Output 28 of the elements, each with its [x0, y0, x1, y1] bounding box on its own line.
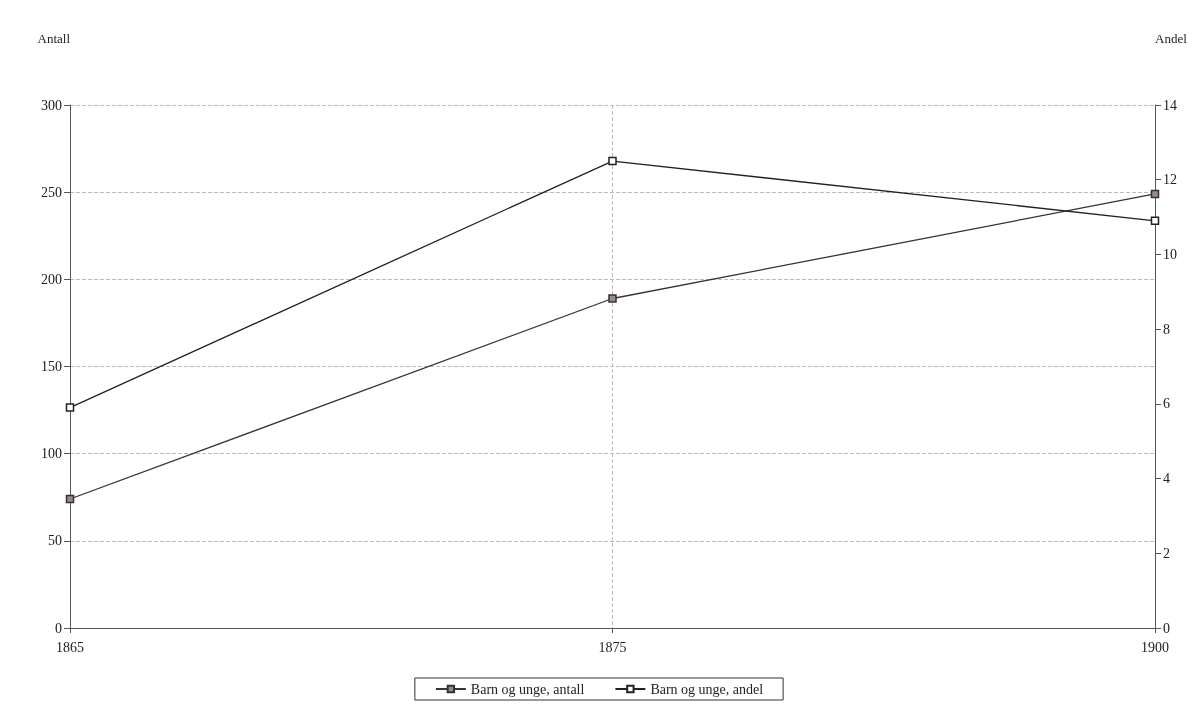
x-tick-label: 1900: [1141, 639, 1169, 655]
y2-tick-label: 6: [1163, 396, 1170, 412]
point: [65, 403, 75, 412]
y-tick-label: 50: [48, 533, 62, 549]
y-tick-label: 150: [41, 359, 62, 374]
y2-tick-label: 14: [1163, 97, 1177, 113]
point: [608, 156, 617, 166]
x-tick-label: 1875: [598, 639, 627, 655]
x-tick-label: 1865: [56, 639, 84, 655]
point: [65, 494, 75, 504]
y2-tick-label: 2: [1163, 545, 1170, 561]
y2-axis-title: Andel: [1155, 31, 1188, 46]
legend-label: Barn og unge, antall: [470, 681, 585, 697]
y-tick-label: 200: [41, 271, 62, 287]
point: [1150, 216, 1160, 226]
y2-tick-label: 0: [1163, 620, 1170, 636]
y2-tick-label: 4: [1163, 471, 1170, 487]
y-tick-label: 0: [55, 620, 62, 636]
y2-tick-label: 8: [1163, 321, 1170, 337]
point: [1150, 189, 1160, 199]
legend-label: Barn og unge, andel: [650, 681, 764, 697]
y2-tick-label: 10: [1163, 246, 1177, 262]
y-tick-label: 300: [41, 97, 62, 113]
y-tick-label: 100: [41, 446, 62, 462]
point: [608, 294, 617, 303]
y2-tick-label: 12: [1163, 172, 1177, 188]
y-tick-label: 250: [41, 184, 62, 200]
y-axis-title: Antall: [37, 31, 71, 46]
